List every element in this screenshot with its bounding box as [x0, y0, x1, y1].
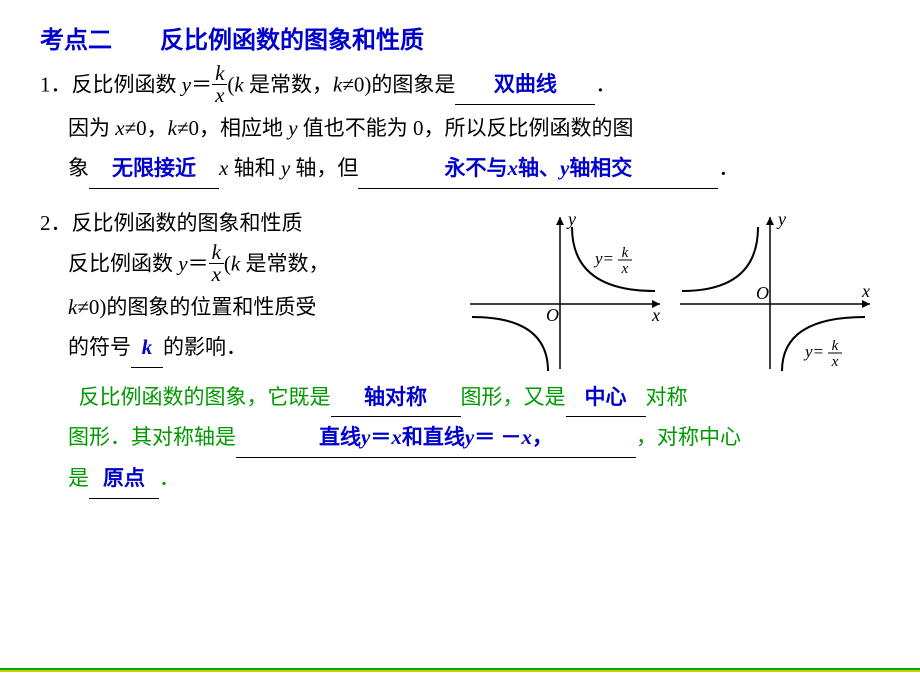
heading-kaodian: 考点二 反比例函数的图象和性质: [40, 20, 880, 55]
footer-rule: [0, 668, 920, 672]
answer-origin: 原点: [103, 466, 145, 490]
answer-never-cross: 永不与x轴、y轴相交: [444, 156, 632, 180]
para-1-line3: 象无限接近x 轴和 y 轴，但永不与x轴、y轴相交．: [68, 150, 880, 189]
para-2-line4: 的符号k的影响．: [68, 329, 460, 368]
answer-hyperbola: 双曲线: [494, 72, 557, 96]
svg-text:O: O: [756, 283, 769, 303]
hyperbola-graphs: y x O y= k x y x O y=: [460, 209, 880, 379]
para-symmetry-1: 反比例函数的图象，它既是轴对称图形，又是中心对称: [68, 379, 880, 418]
svg-text:y: y: [566, 209, 576, 229]
answer-sym-lines: 直线y＝x和直线y＝ －x，: [319, 425, 553, 449]
para-1-line2: 因为 x≠0，k≠0，相应地 y 值也不能为 0，所以反比例函数的图: [68, 110, 880, 148]
para-symmetry-2: 图形．其对称轴是直线y＝x和直线y＝ －x，，对称中心: [68, 419, 880, 458]
slide-page: 考点二 反比例函数的图象和性质 1．反比例函数 y＝kx(k 是常数，k≠0)的…: [0, 0, 920, 499]
heading-right: 反比例函数的图象和性质: [160, 28, 424, 54]
svg-text:x: x: [621, 261, 629, 277]
answer-center-sym: 中心: [585, 385, 627, 409]
answer-approach: 无限接近: [112, 156, 196, 180]
svg-text:x: x: [861, 281, 870, 301]
graph-k-positive: y x O y= k x: [460, 209, 670, 379]
para-2-line2: 反比例函数 y＝kx(k 是常数，: [68, 244, 460, 287]
svg-text:y=: y=: [803, 342, 824, 361]
svg-text:k: k: [832, 338, 839, 354]
para-2-line1: 2．反比例函数的图象和性质: [40, 205, 460, 243]
num-2: 2．: [40, 211, 72, 235]
svg-text:O: O: [546, 305, 559, 325]
heading-left: 考点二: [40, 28, 112, 54]
section-2-text: 2．反比例函数的图象和性质 反比例函数 y＝kx(k 是常数， k≠0)的图象的…: [40, 205, 460, 370]
para-1-line1: 1．反比例函数 y＝kx(k 是常数，k≠0)的图象是双曲线．: [40, 65, 880, 108]
answer-axis-sym: 轴对称: [364, 385, 427, 409]
svg-text:x: x: [831, 354, 839, 370]
svg-text:x: x: [651, 305, 660, 325]
svg-text:k: k: [622, 245, 629, 261]
answer-k: k: [142, 335, 153, 359]
graph-k-negative: y x O y= k x: [670, 209, 880, 379]
para-symmetry-3: 是原点．: [68, 460, 880, 499]
section-2: 2．反比例函数的图象和性质 反比例函数 y＝kx(k 是常数， k≠0)的图象的…: [40, 205, 880, 379]
svg-text:y=: y=: [593, 249, 614, 268]
para-2-line3: k≠0)的图象的位置和性质受: [68, 289, 460, 327]
num-1: 1．: [40, 72, 72, 96]
svg-text:y: y: [776, 209, 786, 229]
